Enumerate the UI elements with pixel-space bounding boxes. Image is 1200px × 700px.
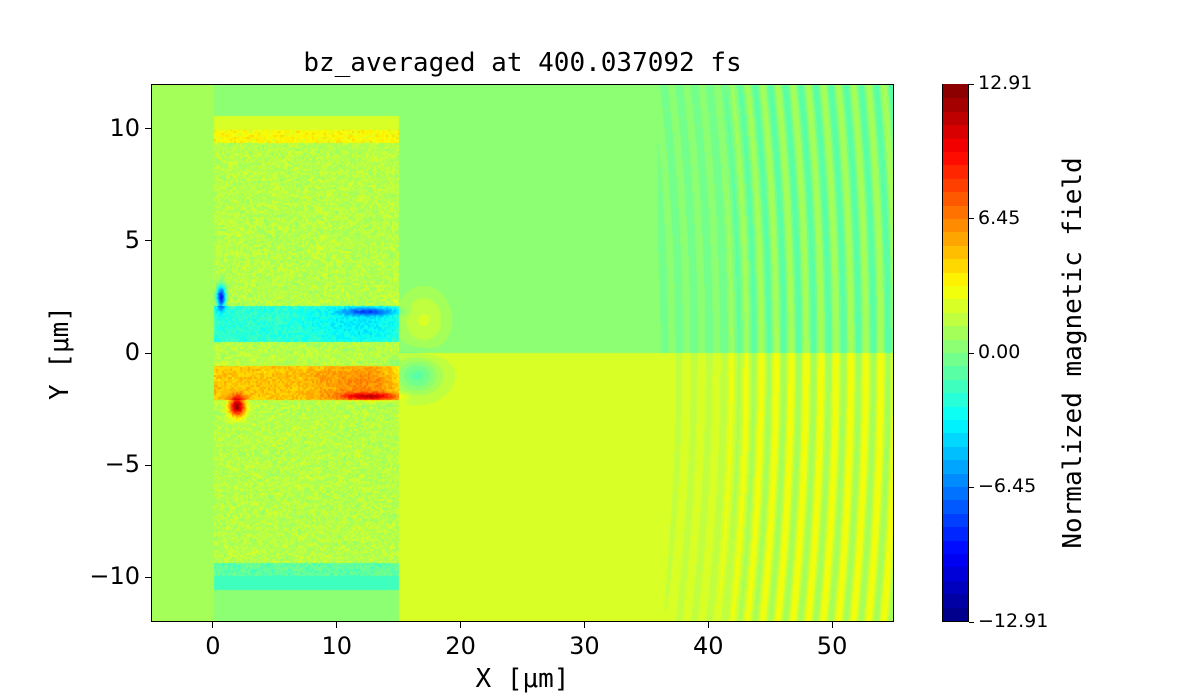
colorbar-segment (943, 566, 968, 581)
y-tick-mark (145, 352, 151, 354)
colorbar-segment (943, 217, 968, 233)
colorbar-tick-mark (969, 218, 974, 220)
colorbar (942, 83, 969, 622)
colorbar-segment (943, 191, 968, 206)
colorbar-segment (943, 606, 968, 621)
plot-area (151, 84, 894, 622)
colorbar-tick-label: 0.00 (978, 341, 1021, 363)
colorbar-segment (943, 177, 968, 193)
x-tick-mark (212, 622, 214, 628)
colorbar-segment (943, 579, 968, 595)
y-tick-label: −10 (89, 562, 140, 591)
colorbar-segment (943, 512, 968, 528)
heatmap-image (152, 85, 893, 621)
colorbar-segment (943, 445, 968, 461)
colorbar-segment (943, 338, 968, 353)
x-tick-label: 30 (569, 632, 600, 660)
colorbar-segment (943, 231, 968, 246)
colorbar-segment (943, 204, 968, 219)
colorbar-tick-mark (969, 621, 974, 623)
colorbar-segment (943, 258, 968, 273)
colorbar-segment (943, 124, 968, 139)
x-tick-mark (336, 622, 338, 628)
colorbar-segment (943, 311, 968, 327)
colorbar-segment (943, 593, 968, 608)
colorbar-tick-label: 12.91 (978, 72, 1033, 94)
colorbar-segment (943, 325, 968, 340)
colorbar-segment (943, 110, 968, 126)
colorbar-tick-label: 6.45 (978, 206, 1021, 229)
colorbar-segment (943, 97, 968, 112)
colorbar-segment (943, 83, 968, 99)
colorbar-segment (943, 351, 968, 367)
colorbar-tick-mark (969, 486, 974, 488)
x-tick-label: 50 (816, 632, 848, 660)
colorbar-segment (943, 539, 968, 554)
colorbar-segment (943, 405, 968, 420)
colorbar-segment (943, 392, 968, 407)
x-tick-mark (707, 622, 709, 628)
colorbar-segment (943, 432, 968, 447)
x-tick-mark (583, 622, 585, 628)
y-tick-label: 10 (109, 113, 140, 142)
colorbar-label: Normalized magnetic field (1058, 157, 1088, 549)
colorbar-segment (943, 485, 968, 501)
y-tick-mark (145, 464, 151, 466)
colorbar-segment (943, 244, 968, 260)
y-tick-mark (145, 128, 151, 130)
y-tick-mark (145, 240, 151, 242)
x-tick-label: 10 (321, 632, 353, 660)
colorbar-tick-mark (969, 352, 974, 354)
chart-title: bz_averaged at 400.037092 fs (303, 48, 742, 78)
colorbar-segment (943, 552, 968, 568)
x-tick-label: 0 (205, 632, 221, 660)
colorbar-segment (943, 472, 968, 487)
y-tick-label: 0 (124, 338, 140, 366)
colorbar-segment (943, 499, 968, 514)
colorbar-segment (943, 418, 968, 434)
colorbar-segment (943, 526, 968, 541)
colorbar-segment (943, 365, 968, 380)
x-tick-mark (831, 622, 833, 628)
colorbar-segment (943, 137, 968, 152)
x-tick-label: 20 (445, 632, 476, 660)
x-axis-label: X [μm] (475, 664, 570, 694)
x-tick-label: 40 (692, 632, 724, 660)
y-tick-mark (145, 576, 151, 578)
y-tick-label: −5 (104, 450, 140, 479)
colorbar-segment (943, 459, 968, 474)
colorbar-tick-mark (969, 83, 974, 85)
colorbar-segment (943, 271, 968, 286)
colorbar-segment (943, 284, 968, 300)
colorbar-tick-label: −12.91 (978, 610, 1049, 632)
colorbar-segment (943, 150, 968, 166)
colorbar-tick-label: −6.45 (978, 475, 1037, 498)
colorbar-segment (943, 298, 968, 313)
colorbar-segment (943, 378, 968, 394)
colorbar-segment (943, 164, 968, 179)
x-tick-mark (460, 622, 462, 628)
y-tick-label: 5 (124, 225, 140, 254)
